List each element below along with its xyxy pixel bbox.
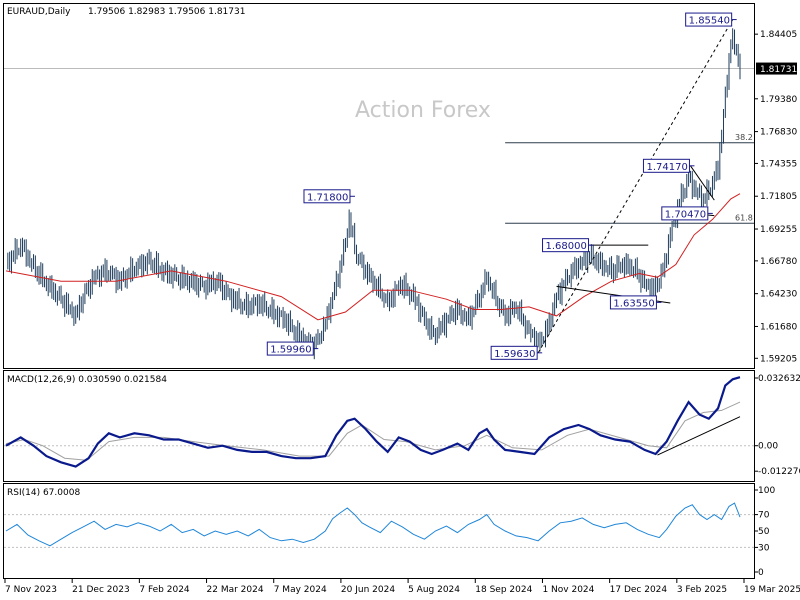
macd-line (5, 376, 741, 468)
price-pane (3, 3, 755, 369)
price-tick-label: 1.61680 (760, 322, 797, 332)
price-labels: 1.85540 1.74170 1.70470 1.71800 1.68000 1.635… (266, 12, 737, 360)
price-tick-label: 1.84405 (760, 30, 797, 40)
price-tick-label: 1.69255 (760, 225, 797, 235)
price-label: 1.63550 (613, 298, 654, 309)
price-label: 1.70470 (665, 209, 706, 220)
macd-pane (3, 370, 755, 482)
fib-trend-line (537, 19, 734, 354)
moving-average-line (5, 193, 741, 321)
macd-tick-label: -0.012276 (758, 467, 800, 477)
macd-signal-line (5, 401, 741, 461)
price-grid: 38.2 61.8 (4, 68, 754, 224)
macd-tick-label: 0.032632 (758, 374, 800, 384)
date-tick-label: 7 Nov 2023 (5, 585, 57, 595)
rsi-tick-label: 0 (758, 568, 764, 578)
rsi-tick-label: 30 (758, 543, 770, 553)
macd-tick-label: 0.00 (758, 442, 778, 452)
price-label: 1.71800 (307, 192, 348, 203)
wedge-upper-line (690, 165, 715, 201)
last-price-value: 1.81731 (760, 65, 797, 75)
price-label: 1.59630 (494, 349, 535, 360)
price-tick-label: 1.74355 (760, 159, 797, 169)
rsi-tick-label: 100 (758, 486, 775, 496)
price-pane-ohlc: 1.79506 1.82983 1.79506 1.81731 (88, 7, 245, 17)
date-tick-label: 21 Dec 2023 (72, 585, 130, 595)
date-tick-label: 7 May 2024 (274, 585, 327, 595)
price-label: 1.85540 (689, 16, 730, 27)
watermark: Action Forex (355, 98, 491, 123)
date-tick-label: 17 Dec 2024 (610, 585, 668, 595)
date-axis: 7 Nov 2023 21 Dec 2023 7 Feb 2024 22 Mar 20… (4, 578, 800, 595)
price-tick-label: 1.79380 (760, 95, 797, 105)
date-tick-label: 5 Aug 2024 (408, 585, 460, 595)
price-tick-label: 1.71805 (760, 192, 797, 202)
macd-pane-title: MACD(12,26,9) 0.030590 0.021584 (7, 375, 167, 385)
date-tick-label: 1 Nov 2024 (542, 585, 594, 595)
macd-axis: 0.032632 0.00 -0.012276 (754, 374, 800, 477)
price-label: 1.68000 (546, 241, 587, 252)
fib-level-label: 61.8 (735, 213, 753, 222)
price-label: 1.74170 (646, 162, 687, 173)
macd-grid (4, 416, 754, 456)
date-tick-label: 7 Feb 2024 (139, 585, 190, 595)
last-price-tag (756, 62, 797, 75)
macd-trend-line (657, 416, 741, 456)
rsi-axis: 100 70 50 30 0 (754, 486, 775, 578)
price-tick-label: 1.59205 (760, 354, 797, 364)
date-tick-label: 20 Jun 2024 (341, 585, 395, 595)
rsi-line (5, 502, 741, 547)
rsi-tick-label: 50 (758, 527, 770, 537)
date-tick-label: 3 Feb 2025 (677, 585, 727, 595)
fib-level-label: 38.2 (735, 133, 753, 142)
rsi-tick-label: 70 (758, 511, 770, 521)
rsi-pane-title: RSI(14) 67.0008 (7, 488, 80, 498)
price-tick-label: 1.64230 (760, 290, 797, 300)
price-tick-label: 1.66780 (760, 257, 797, 267)
price-label: 1.59960 (270, 345, 311, 356)
price-candles (7, 28, 741, 360)
date-tick-label: 18 Sep 2024 (475, 585, 532, 595)
rsi-grid (4, 514, 754, 548)
date-tick-label: 19 Mar 2025 (744, 585, 800, 595)
price-axis: 1.84405 1.79380 1.76830 1.74355 1.71805 1.692… (754, 30, 797, 364)
date-tick-label: 22 Mar 2024 (207, 585, 264, 595)
price-pane-title: EURAUD,Daily (7, 7, 71, 17)
price-tick-label: 1.76830 (760, 128, 797, 138)
